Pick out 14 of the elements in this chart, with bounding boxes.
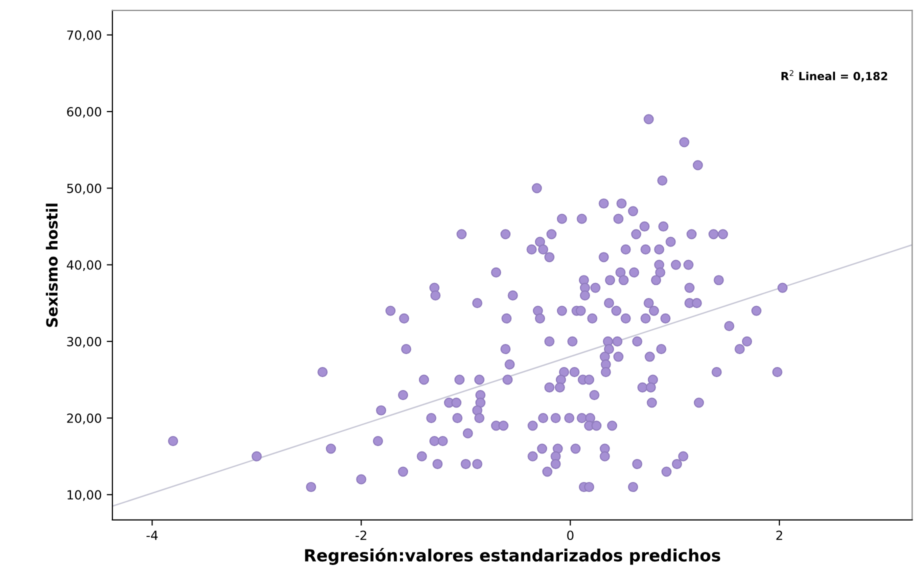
x-axis-title: Regresión:valores estandarizados predichos — [305, 548, 720, 565]
y-tick-label: 30,00 — [67, 336, 102, 348]
annotation: R$^{2}$ Lineal = 0,182 — [782, 70, 888, 82]
y-axis-title: Sexismo hostil — [46, 204, 58, 327]
x-tick-label: 2 — [776, 530, 782, 540]
x-tick-label: -4 — [146, 530, 158, 540]
x-tick-label: -2 — [356, 530, 366, 540]
y-tick-label: 40,00 — [66, 260, 102, 271]
y-tick-label: 10,00 — [68, 490, 102, 501]
y-tick-label: 70,00 — [67, 30, 102, 42]
y-tick-label: 50,00 — [67, 184, 102, 194]
x-tick-label: 0 — [567, 530, 574, 540]
y-tick-label: 60,00 — [67, 107, 102, 118]
y-tick-label: 20,00 — [67, 414, 102, 424]
